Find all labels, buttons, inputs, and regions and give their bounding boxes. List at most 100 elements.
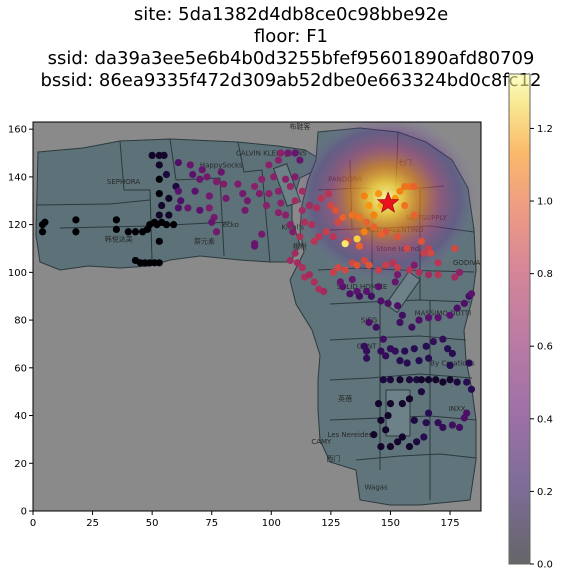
scatter-point — [396, 376, 404, 384]
scatter-point — [329, 232, 337, 241]
scatter-point — [365, 261, 373, 269]
map-label: Wagas — [365, 484, 388, 492]
scatter-point — [446, 376, 454, 384]
x-tick-label: 50 — [146, 518, 159, 529]
scatter-point — [308, 221, 316, 229]
scatter-point — [341, 240, 349, 248]
scatter-point — [460, 299, 468, 307]
scatter-point — [355, 242, 364, 250]
y-tick-label: 0 — [21, 507, 27, 518]
scatter-point — [424, 271, 433, 279]
scatter-point — [410, 261, 418, 269]
scatter-point — [217, 168, 225, 176]
scatter-point — [386, 376, 395, 384]
x-tick-label: 0 — [30, 518, 36, 529]
scatter-point — [360, 192, 368, 200]
scatter-point — [274, 156, 283, 164]
scatter-point — [465, 359, 473, 367]
scatter-point — [277, 199, 285, 207]
scatter-point — [463, 378, 471, 386]
scatter-point — [391, 278, 399, 286]
scatter-point — [165, 211, 173, 219]
scatter-point — [177, 197, 185, 205]
scatter-point — [305, 201, 314, 210]
scatter-point — [384, 299, 392, 307]
scatter-point — [329, 268, 337, 276]
scatter-point — [322, 228, 330, 236]
scatter-point — [274, 187, 283, 195]
scatter-point — [444, 345, 452, 353]
scatter-point — [243, 197, 252, 205]
scatter-point — [429, 337, 437, 346]
scatter-point — [298, 187, 306, 195]
scatter-point — [455, 423, 464, 432]
scatter-point — [382, 352, 390, 360]
scatter-point — [374, 266, 383, 274]
scatter-point — [38, 228, 47, 236]
scatter-point — [212, 178, 221, 186]
title-line-site: site: 5da1382d4db8ce0c98bbe92e — [133, 4, 449, 25]
map-label: ecko — [223, 221, 239, 229]
scatter-point — [372, 323, 380, 331]
x-axis-ticks: 0 25 50 75 100 125 150 175 — [30, 511, 460, 529]
scatter-point — [424, 409, 433, 417]
scatter-point — [196, 175, 204, 183]
scatter-point — [446, 311, 454, 319]
scatter-point — [155, 189, 163, 198]
scatter-point — [398, 433, 406, 441]
scatter-point — [415, 357, 423, 365]
scatter-point — [205, 204, 213, 212]
scatter-point — [451, 244, 459, 253]
scatter-point — [265, 161, 273, 169]
y-tick-label: 40 — [14, 411, 27, 422]
x-tick-label: 125 — [321, 518, 340, 529]
scatter-point — [405, 266, 414, 274]
scatter-point — [160, 151, 168, 160]
scatter-point — [353, 261, 361, 269]
scatter-point — [374, 400, 383, 408]
scatter-point — [334, 218, 342, 226]
scatter-point — [301, 218, 309, 226]
scatter-point — [434, 271, 442, 279]
scatter-point — [393, 438, 402, 446]
scatter-point — [424, 376, 433, 384]
scatter-point — [312, 204, 321, 212]
scatter-point — [453, 378, 461, 386]
scatter-point — [403, 359, 411, 367]
scatter-point — [370, 211, 378, 219]
colorbar-tick-label: 0.6 — [537, 342, 553, 353]
scatter-point — [386, 442, 395, 451]
scatter-point — [393, 302, 402, 310]
scatter-point — [367, 292, 375, 300]
scatter-point — [184, 204, 192, 212]
scatter-point — [239, 189, 247, 198]
map-label: Les Nereides — [327, 431, 372, 439]
scatter-point — [422, 342, 430, 350]
scatter-point — [296, 232, 304, 241]
scatter-point — [251, 182, 259, 191]
plot-frame — [32, 121, 482, 512]
scatter-point — [277, 149, 285, 157]
scatter-point — [353, 287, 361, 296]
scatter-point — [174, 204, 182, 212]
scatter-point — [355, 213, 364, 222]
scatter-point — [427, 249, 435, 257]
scatter-point — [241, 206, 249, 214]
scatter-point — [191, 187, 199, 195]
scatter-point — [265, 189, 273, 198]
scatter-point — [439, 335, 447, 343]
scatter-point — [379, 376, 387, 384]
scatter-point — [305, 271, 314, 279]
scatter-point — [384, 411, 392, 420]
scatter-point — [251, 242, 259, 250]
map-label: HappySocks — [200, 161, 243, 169]
scatter-point — [291, 149, 299, 157]
map-label: CALVIN KLEIN JEANS — [236, 149, 307, 157]
scatter-point — [363, 218, 371, 226]
scatter-point — [424, 314, 433, 322]
map-label: 英蓓 — [338, 394, 352, 403]
scatter-point — [112, 225, 121, 233]
scatter-point — [410, 416, 418, 424]
scatter-point — [424, 354, 433, 362]
scatter-point — [291, 197, 299, 205]
